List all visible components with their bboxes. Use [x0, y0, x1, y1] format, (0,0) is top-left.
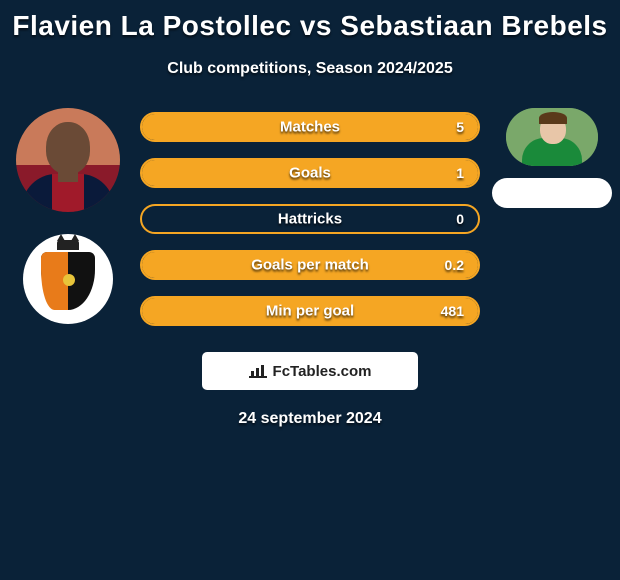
- stat-bar: Min per goal 481: [140, 296, 480, 326]
- stat-bar: Goals per match 0.2: [140, 250, 480, 280]
- player-left-column: [8, 108, 128, 324]
- stat-bar-fill: [142, 160, 478, 186]
- watermark: FcTables.com: [202, 352, 418, 390]
- chart-icon: [249, 364, 267, 378]
- comparison-panel: Matches 5 Goals 1 Hattricks 0 Goals per …: [0, 108, 620, 326]
- stat-bar-list: Matches 5 Goals 1 Hattricks 0 Goals per …: [140, 108, 480, 326]
- subtitle: Club competitions, Season 2024/2025: [0, 60, 620, 78]
- player-left-photo: [16, 108, 120, 212]
- stat-bar-fill: [142, 252, 478, 278]
- stat-bar: Matches 5: [140, 112, 480, 142]
- date-label: 24 september 2024: [0, 410, 620, 428]
- stat-bar: Hattricks 0: [140, 204, 480, 234]
- player-left-club-badge: [23, 234, 113, 324]
- watermark-text: FcTables.com: [273, 363, 372, 380]
- stat-label: Hattricks: [142, 211, 478, 228]
- stat-value: 0: [456, 211, 464, 227]
- stat-bar-fill: [142, 298, 478, 324]
- stat-bar-fill: [142, 114, 478, 140]
- player-right-column: [492, 108, 612, 208]
- player-right-photo: [506, 108, 598, 166]
- stat-bar: Goals 1: [140, 158, 480, 188]
- page-title: Flavien La Postollec vs Sebastiaan Brebe…: [0, 0, 620, 42]
- player-right-club-badge: [492, 178, 612, 208]
